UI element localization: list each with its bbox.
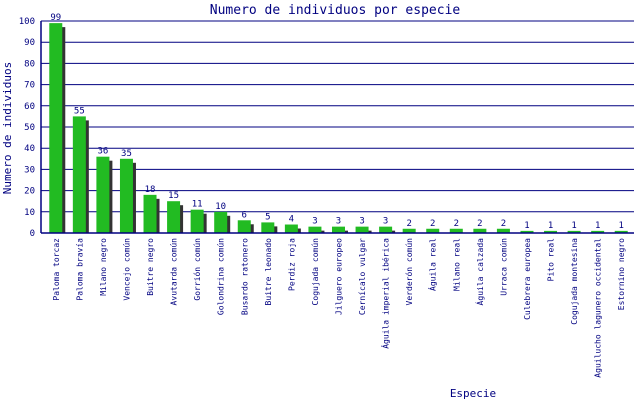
x-tick-label: Águila real [427,238,438,291]
x-tick-label: Paloma torcaz [52,238,61,301]
bar [308,226,322,233]
data-label: 3 [312,217,317,227]
bar [190,209,204,233]
bar [355,226,369,233]
y-tick-label: 50 [24,123,35,133]
x-tick-label: Perdiz roja [287,238,296,291]
x-tick-label: Gorrión común [192,238,202,301]
data-label: 1 [619,221,624,231]
x-tick-label: Culebrera europea [523,238,532,320]
x-tick-label: Urraca común [499,238,508,296]
data-label: 3 [383,217,388,227]
bar [143,194,157,233]
bar [237,220,251,233]
data-label: 11 [192,200,203,210]
x-tick-label: Cernícalo vulgar [358,238,367,315]
x-tick-label: Pito real [547,238,556,282]
bar [379,226,393,233]
x-tick-label: Estornino negro [617,238,626,310]
x-tick-label: Vencejo común [122,238,131,301]
data-label: 1 [548,221,553,231]
x-tick-label: Milano real [452,238,461,291]
bar [473,228,487,233]
data-label: 3 [359,217,364,227]
x-tick-label: Águila imperial ibérica [380,238,391,349]
data-label: 10 [215,202,226,212]
bar [261,222,275,233]
x-tick-label: Milano negro [99,238,108,296]
y-tick-label: 80 [24,59,35,69]
y-tick-label: 20 [24,187,35,197]
bar [284,224,298,233]
bar [496,228,510,233]
y-tick-label: 10 [24,208,35,218]
x-tick-label: Águila calzada [474,238,485,306]
bar [520,230,534,233]
bar [49,23,63,234]
y-tick-label: 30 [24,165,35,175]
data-label: 99 [50,13,61,23]
x-tick-label: Aguilucho lagunero occidental [594,238,603,378]
bar [567,230,581,233]
x-tick-label: Busardo ratonero [240,238,249,315]
bar [214,211,228,233]
x-tick-label: Buitre negro [146,238,155,296]
x-tick-label: Paloma bravía [75,238,84,301]
y-axis-label: Numero de individuos [1,62,14,194]
data-label: 55 [74,106,85,116]
bar [72,116,86,233]
data-label: 2 [406,219,411,229]
y-tick-label: 90 [24,38,35,48]
data-label: 2 [454,219,459,229]
data-label: 4 [289,215,294,225]
x-tick-label: Golondrina común [217,238,226,315]
x-tick-label: Jilguero europeo [335,238,344,315]
data-label: 35 [121,149,132,159]
y-tick-label: 0 [30,229,35,239]
x-axis-label: Especie [450,387,496,400]
data-label: 18 [145,185,156,195]
data-label: 15 [168,191,179,201]
data-label: 2 [430,219,435,229]
y-axis-ticks: 0 10 20 30 40 50 60 70 80 90 100 [19,17,35,239]
x-tick-label: Buitre leonado [264,238,273,306]
bar [332,226,345,233]
data-label: 2 [501,219,506,229]
x-tick-label: Avutarda común [170,238,179,306]
chart-title: Numero de individuos por especie [210,3,461,18]
data-label: 6 [242,210,247,220]
bar [614,230,628,233]
bar [96,156,110,233]
data-label: 5 [265,212,270,222]
bar [449,228,463,233]
bar [402,228,416,233]
bar [167,201,181,233]
x-tick-label: Cogujada común [311,238,320,306]
data-label: 1 [524,221,529,231]
data-label: 36 [97,147,108,157]
bar [426,228,440,233]
axes [40,21,634,234]
x-tick-label: Cogujada montesina [570,238,579,325]
data-label: 1 [595,221,600,231]
y-tick-label: 60 [24,102,35,112]
data-label: 3 [336,217,341,227]
bar [544,230,558,233]
bar [119,158,133,233]
data-label: 1 [571,221,576,231]
y-tick-label: 100 [19,17,35,27]
gridlines [41,20,634,234]
y-tick-label: 70 [24,81,35,91]
y-tick-label: 40 [24,144,35,154]
data-label: 2 [477,219,482,229]
x-tick-label: Verderón común [404,238,414,306]
x-axis-tick-labels: Paloma torcaz Paloma bravía Milano negro Ve… [52,238,626,378]
bar [591,230,605,233]
